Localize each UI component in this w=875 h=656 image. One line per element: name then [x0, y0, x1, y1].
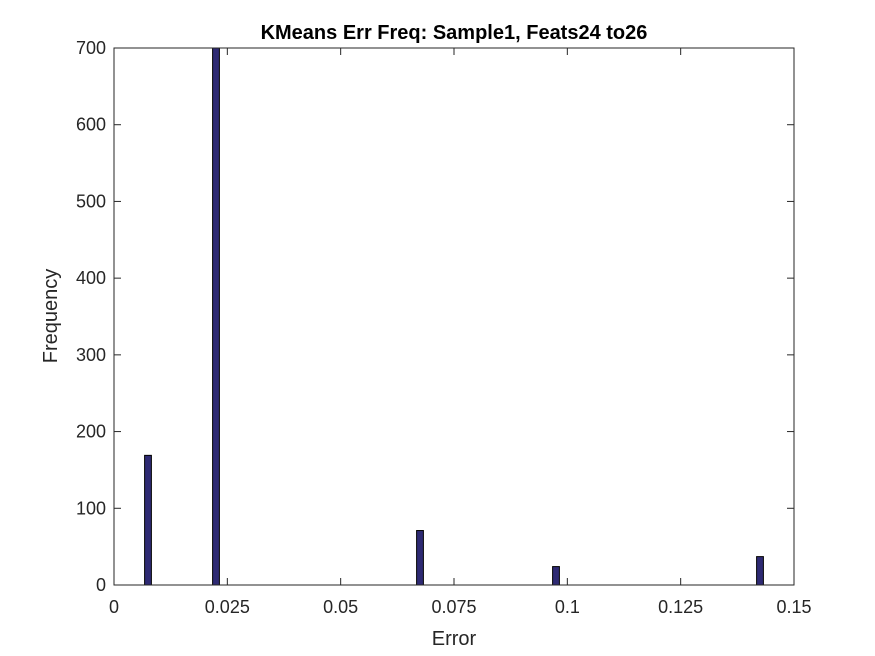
bar-1 — [212, 47, 220, 586]
bar-3 — [552, 566, 560, 586]
x-tick-label-1: 0.025 — [205, 597, 250, 617]
y-tick-label-4: 400 — [76, 268, 106, 288]
y-axis-label: Frequency — [40, 269, 62, 364]
x-tick-label-2: 0.05 — [323, 597, 358, 617]
x-tick-label-0: 0 — [109, 597, 119, 617]
x-tick-label-6: 0.15 — [776, 597, 811, 617]
chart-title: KMeans Err Freq: Sample1, Feats24 to26 — [261, 22, 648, 44]
x-axis-label: Error — [432, 628, 477, 650]
bar-4 — [756, 556, 764, 586]
x-tick-label-5: 0.125 — [658, 597, 703, 617]
x-tick-labels: 0 0.025 0.05 0.075 0.1 0.125 0.15 — [109, 597, 812, 617]
y-tick-label-0: 0 — [96, 575, 106, 595]
bar-0 — [144, 454, 152, 586]
y-tick-label-2: 200 — [76, 422, 106, 442]
y-tick-label-6: 600 — [76, 115, 106, 135]
bar-2 — [416, 530, 424, 586]
y-tick-label-5: 500 — [76, 191, 106, 211]
x-tick-label-3: 0.075 — [431, 597, 476, 617]
y-tick-labels: 0 100 200 300 400 500 600 700 — [76, 38, 106, 595]
plot-frame — [113, 47, 795, 586]
plot-area — [114, 48, 794, 585]
y-tick-label-7: 700 — [76, 38, 106, 58]
y-tick-label-3: 300 — [76, 345, 106, 365]
y-tick-label-1: 100 — [76, 498, 106, 518]
x-tick-label-4: 0.1 — [555, 597, 580, 617]
